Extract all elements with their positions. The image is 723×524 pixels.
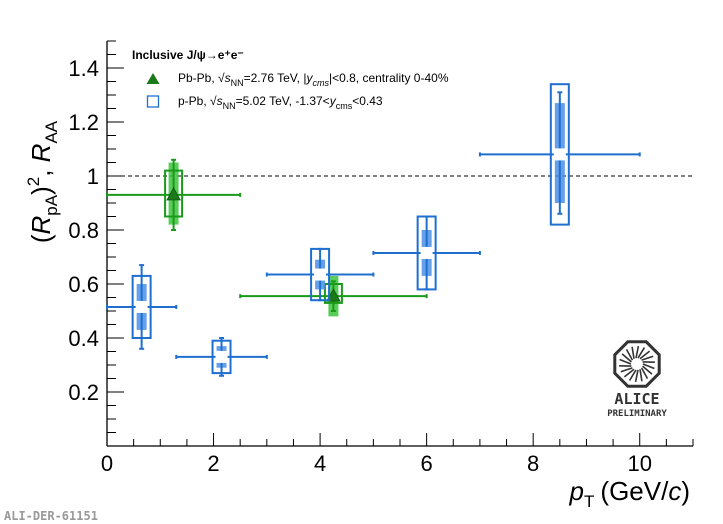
tick-labels: 0.2 0.4 0.6 0.8 1 1.2 1.4 0 2 4 6 8 10 [68, 56, 652, 476]
ppb-point [372, 215, 481, 291]
logo-spoke [642, 363, 655, 370]
triangle-marker [166, 186, 181, 201]
y-axis-title: (RpA)2, RAA [24, 120, 61, 243]
ppb-point [478, 83, 641, 226]
pbpb-point [106, 158, 242, 231]
logo-spoke [640, 367, 649, 379]
x-tick-label: 6 [421, 451, 433, 476]
logo-octagon [613, 340, 661, 388]
x-axis-title: pT (GeV/c) [569, 476, 690, 511]
y-tick-label: 0.2 [68, 380, 99, 405]
legend-triangle-marker [146, 73, 160, 84]
legend-title: Inclusive J/ψ→e⁺e⁻ [132, 48, 244, 62]
logo-spoke [621, 353, 632, 363]
y-tick-label: 1.2 [68, 110, 99, 135]
square-marker [215, 350, 228, 363]
logo-spoke [639, 350, 651, 360]
logo-spoke [639, 369, 643, 382]
x-tick-label: 0 [101, 451, 113, 476]
pbpb-point [239, 275, 428, 317]
logo-spoke [628, 369, 637, 381]
logo-spoke [634, 369, 639, 383]
x-tick-label: 10 [627, 451, 651, 476]
legend: Inclusive J/ψ→e⁺e⁻ Pb-Pb, √sNN=2.76 TeV, … [132, 48, 449, 111]
logo-spoke [637, 347, 646, 359]
ppb-point [175, 337, 268, 377]
triangle-marker [326, 288, 341, 302]
x-tick-label: 4 [314, 451, 326, 476]
y-tick-label: 0.8 [68, 218, 99, 243]
square-marker [135, 300, 148, 313]
square-marker [314, 268, 327, 281]
logo-spoke [642, 365, 653, 375]
logo-preliminary-text: PRELIMINARY [607, 409, 667, 419]
logo-spoke [641, 355, 654, 361]
ppb-point [106, 264, 178, 350]
y-tick-label: 0.4 [68, 326, 99, 351]
logo-spoke [625, 349, 634, 361]
y-tick-label: 1.4 [68, 56, 99, 81]
logo-spoke [631, 346, 635, 359]
ppb-point [265, 247, 375, 302]
y-tick-label: 0.6 [68, 272, 99, 297]
logo-spoke [623, 368, 635, 378]
data-series [106, 83, 641, 377]
logo-spoke [619, 358, 632, 365]
legend-entry-label: p-Pb, √sNN=5.02 TeV, -1.37<ycms<0.43 [178, 94, 383, 111]
legend-square-marker [146, 95, 160, 108]
square-marker [553, 148, 566, 161]
logo-spoke [620, 367, 633, 373]
logo-spoke [635, 345, 640, 359]
x-tick-label: 2 [207, 451, 219, 476]
figure-id: ALI-DER-61151 [4, 509, 98, 523]
y-tick-label: 1 [87, 164, 99, 189]
x-tick-label: 8 [527, 451, 539, 476]
logo-alice-text: ALICE [614, 390, 659, 408]
square-marker [420, 246, 433, 259]
legend-entry-label: Pb-Pb, √sNN=2.76 TeV, |ycms|<0.8, centra… [178, 71, 449, 88]
